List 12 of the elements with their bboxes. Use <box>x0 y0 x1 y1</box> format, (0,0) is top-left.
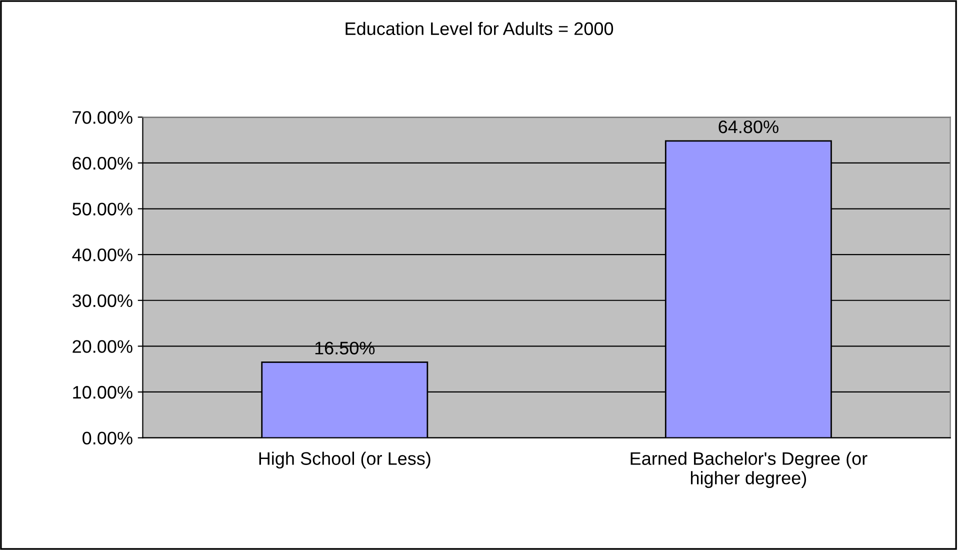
chart-title: Education Level for Adults = 2000 <box>346 22 614 36</box>
y-tick-label: 70.00% <box>72 111 132 124</box>
data-label: 64.80% <box>718 120 778 134</box>
y-tick-label: 0.00% <box>82 432 132 445</box>
y-tick-label: 10.00% <box>73 386 132 399</box>
y-tick-label: 30.00% <box>72 294 132 308</box>
y-tick-label: 40.00% <box>72 248 132 262</box>
y-tick-label: 60.00% <box>72 156 132 170</box>
y-tick-label: 50.00% <box>72 202 132 216</box>
y-tick-label: 20.00% <box>72 340 132 353</box>
x-tick-label: High School (or Less) <box>259 452 430 469</box>
x-tick-label: Earned Bachelor's Degree (or higher degree) <box>630 452 868 488</box>
